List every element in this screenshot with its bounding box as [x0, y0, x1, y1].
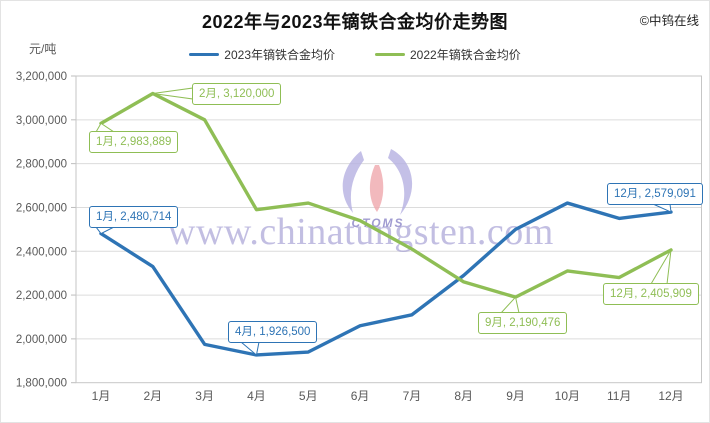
data-label-callout: 1月, 2,983,889	[89, 131, 179, 153]
legend-item-2023: 2023年镝铁合金均价	[189, 46, 335, 63]
y-axis-label: 3,200,000	[16, 71, 67, 83]
x-axis-label: 3月	[195, 389, 214, 403]
legend-label-2023: 2023年镝铁合金均价	[224, 48, 335, 62]
watermark-logo-icon: CTOMS	[342, 149, 413, 230]
x-axis-label: 9月	[506, 389, 525, 403]
x-axis-label: 1月	[92, 389, 111, 403]
x-axis-label: 12月	[658, 389, 683, 403]
data-label-callout: 4月, 1,926,500	[228, 321, 318, 343]
y-axis-label: 2,800,000	[16, 159, 67, 171]
plot-border	[75, 75, 702, 384]
watermark-text: www.chinatungsten.com	[168, 211, 554, 253]
y-axis-unit-label: 元/吨	[29, 42, 57, 56]
x-axis-label: 7月	[403, 389, 422, 403]
data-label-callout: 2月, 3,120,000	[192, 83, 282, 105]
x-axis-label: 11月	[607, 389, 631, 403]
x-axis-label: 10月	[555, 389, 580, 403]
series-line-2022年镝铁合金均价	[99, 91, 673, 299]
callout-pointer	[499, 296, 520, 314]
callout-pointer	[652, 203, 672, 213]
copyright-label: ©中钨在线	[639, 14, 699, 28]
logo-left-petal	[342, 151, 364, 213]
data-label-callout: 1月, 2,480,714	[89, 206, 179, 228]
data-label-callout: 12月, 2,579,091	[607, 183, 703, 205]
legend-swatch-2023-icon	[189, 52, 220, 57]
x-axis-label: 2月	[143, 389, 162, 403]
data-label-callout: 12月, 2,405,909	[603, 283, 699, 305]
y-axis-label: 2,000,000	[16, 334, 67, 346]
logo-ctoms-text: CTOMS	[351, 216, 404, 230]
logo-center-flame	[369, 165, 384, 212]
x-axis-label: 4月	[247, 389, 266, 403]
y-axis-label: 2,600,000	[16, 202, 67, 214]
x-axis-label: 5月	[299, 389, 318, 403]
chart-title: 2022年与2023年镝铁合金均价走势图	[201, 12, 509, 32]
x-axis-label: 8月	[454, 389, 473, 403]
series-line-2023年镝铁合金均价	[99, 201, 673, 357]
y-axis-label: 2,400,000	[16, 246, 67, 258]
legend-swatch-2022-icon	[375, 52, 405, 57]
legend-item-2022: 2022年镝铁合金均价	[375, 46, 521, 63]
data-label-callout: 9月, 2,190,476	[478, 312, 568, 334]
legend: 2023年镝铁合金均价 2022年镝铁合金均价	[1, 46, 709, 63]
y-axis-label: 3,000,000	[16, 115, 67, 127]
y-axis-label: 1,800,000	[16, 378, 67, 390]
y-axis-label: 2,200,000	[16, 290, 67, 302]
legend-label-2022: 2022年镝铁合金均价	[410, 48, 521, 62]
logo-right-petal	[388, 149, 413, 215]
x-axis-label: 6月	[351, 389, 370, 403]
